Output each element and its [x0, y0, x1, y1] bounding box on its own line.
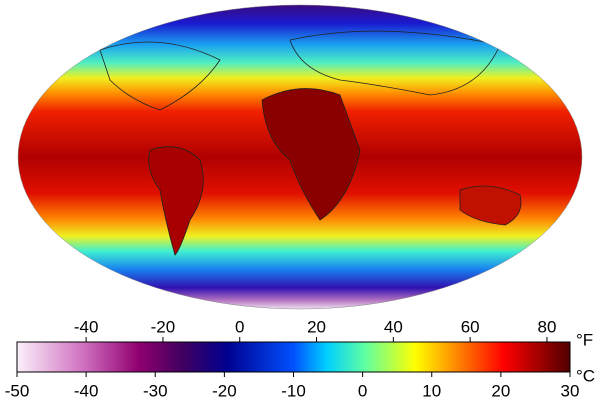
celsius-tick-label: -30 [143, 381, 168, 400]
fahrenheit-tick-label: -20 [151, 317, 176, 336]
celsius-tick-label: 0 [358, 381, 367, 400]
map-outline [17, 4, 583, 310]
celsius-tick-label: -50 [5, 381, 30, 400]
north-america [99, 41, 221, 111]
colorbar [16, 341, 571, 373]
fahrenheit-tick-label: 0 [235, 317, 244, 336]
celsius-tick-label: 10 [422, 381, 441, 400]
celsius-tick-label: 30 [561, 381, 580, 400]
fahrenheit-tick-label: 20 [307, 317, 326, 336]
celsius-tick-label: -40 [74, 381, 99, 400]
celsius-unit: °C [576, 366, 595, 385]
fahrenheit-unit: °F [576, 330, 593, 349]
fahrenheit-tick-label: 40 [384, 317, 403, 336]
africa [261, 88, 361, 221]
fahrenheit-tick-label: 60 [461, 317, 480, 336]
south-america [148, 146, 204, 256]
australia [459, 185, 522, 226]
celsius-tick-label: -10 [281, 381, 306, 400]
fahrenheit-tick-label: 80 [537, 317, 556, 336]
world-map [18, 5, 582, 309]
celsius-tick-label: 20 [491, 381, 510, 400]
celsius-tick-label: -20 [212, 381, 237, 400]
fahrenheit-tick-label: -40 [74, 317, 99, 336]
eurasia [289, 30, 501, 96]
